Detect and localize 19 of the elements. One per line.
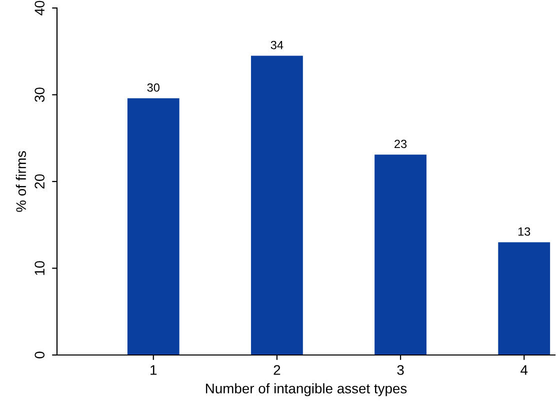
data-label: 34 <box>270 40 284 50</box>
y-tick-label: 0 <box>34 352 45 358</box>
x-tick-label: 4 <box>520 365 528 375</box>
data-label: 23 <box>394 140 407 148</box>
bar <box>374 154 426 355</box>
data-label: 13 <box>518 227 530 236</box>
x-tick-label: 3 <box>397 365 404 375</box>
y-tick-label: 20 <box>34 174 45 189</box>
x-axis-title: Number of intangible asset types <box>206 383 407 396</box>
x-tick-label: 1 <box>150 365 157 375</box>
y-axis-title: % of firms <box>16 151 26 212</box>
x-tick-label: 2 <box>274 365 280 375</box>
bar <box>127 98 180 355</box>
y-tick-label: 10 <box>34 261 45 275</box>
bar <box>251 56 303 355</box>
bar <box>498 242 550 355</box>
data-label: 30 <box>147 83 160 92</box>
y-tick-label: 40 <box>34 0 45 16</box>
y-tick-label: 30 <box>34 88 45 102</box>
